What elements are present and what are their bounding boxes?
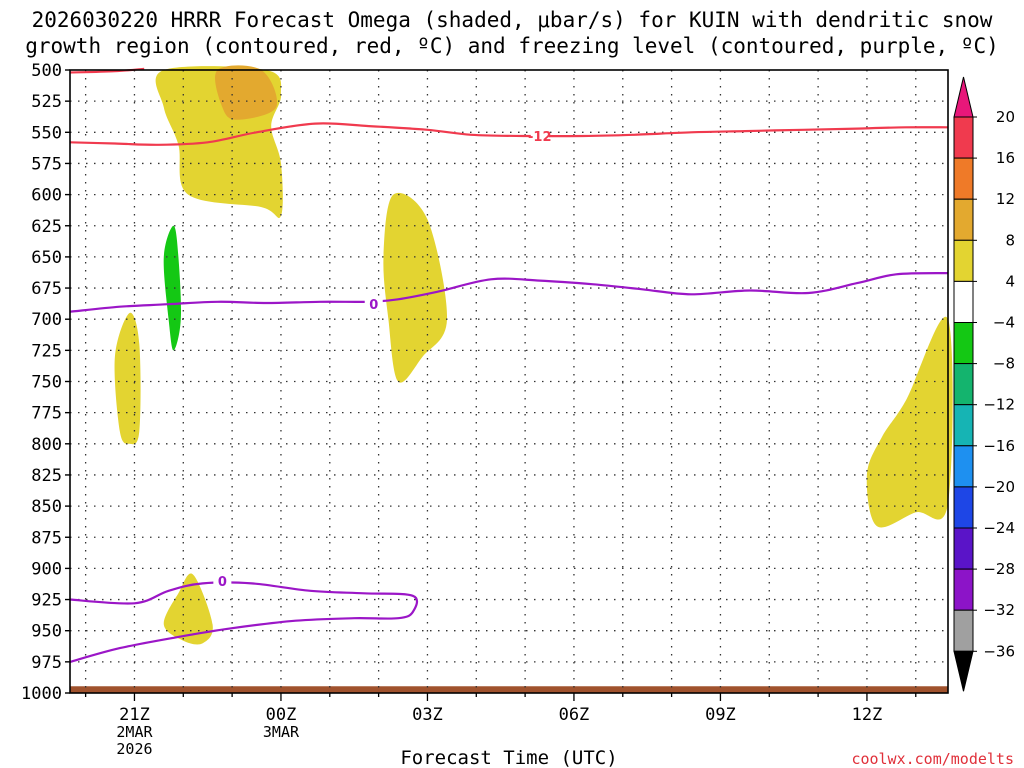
y-tick-label-900: 900 [31, 559, 62, 579]
colorbar-swatch-13 [953, 609, 974, 652]
contour-label-4: 0 [218, 575, 227, 590]
y-tick-label-625: 625 [31, 217, 62, 237]
y-tick-label-575: 575 [31, 154, 62, 174]
colorbar-label-14: −36 [983, 642, 1015, 660]
colorbar-swatch-10 [953, 486, 974, 529]
x-tick-label-09Z: 09Z [705, 705, 736, 725]
colorbar-label-7: −8 [993, 355, 1015, 373]
omega-shading-layer [114, 65, 953, 645]
colorbar-label-5: 4 [1005, 272, 1015, 290]
y-tick-label-925: 925 [31, 591, 62, 611]
colorbar-label-13: −32 [983, 601, 1015, 619]
x-tick-year-21Z: 2026 [116, 740, 152, 758]
colorbar-label-2: 16 [996, 149, 1015, 167]
x-tick-label-21Z: 21Z [119, 705, 150, 725]
contour-line-3 [69, 272, 949, 313]
y-tick-label-550: 550 [31, 123, 62, 143]
colorbar-swatch-8 [953, 404, 974, 447]
colorbar-swatch-11 [953, 527, 974, 570]
y-tick-label-650: 650 [31, 248, 62, 268]
omega-region-6 [866, 316, 953, 528]
colorbar-label-4: 8 [1005, 231, 1015, 249]
colorbar-label-10: −20 [983, 478, 1015, 496]
contour-label-1: -12 [528, 130, 552, 145]
colorbar-label-1: 20 [996, 108, 1015, 126]
x-tick-date-00Z: 3MAR [263, 723, 300, 741]
x-tick-label-12Z: 12Z [852, 705, 883, 725]
colorbar-label-12: −28 [983, 560, 1015, 578]
colorbar-swatch-5 [953, 280, 974, 323]
y-tick-label-750: 750 [31, 373, 62, 393]
colorbar-label-9: −16 [983, 437, 1015, 455]
colorbar-label-6: −4 [993, 314, 1015, 332]
y-tick-label-875: 875 [31, 528, 62, 548]
terrain-surface [70, 686, 948, 693]
colorbar-label-11: −24 [983, 519, 1015, 537]
colorbar-bottom-arrow [953, 650, 974, 692]
omega-region-2 [215, 65, 278, 120]
colorbar-swatch-7 [953, 363, 974, 406]
colorbar-swatch-12 [953, 568, 974, 611]
colorbar-swatch-9 [953, 445, 974, 488]
y-tick-label-1000: 1000 [21, 684, 62, 704]
terrain-layer [70, 686, 948, 693]
x-tick-label-00Z: 00Z [266, 705, 297, 725]
colorbar: 20 16 12 8 4 −4 −8 −12 −16 −20 −24 −28 −32 −36 [953, 76, 1015, 692]
axes-layer: 500 525 550 575 600 625 650 675 700 725 750 775 800 8… [21, 61, 949, 758]
contour-line-4 [69, 581, 419, 663]
y-tick-label-725: 725 [31, 341, 62, 361]
omega-region-5 [163, 573, 213, 645]
colorbar-swatch-4 [953, 239, 974, 282]
y-tick-label-525: 525 [31, 92, 62, 112]
colorbar-swatch-3 [953, 198, 974, 241]
y-tick-label-500: 500 [31, 61, 62, 81]
y-tick-label-800: 800 [31, 435, 62, 455]
omega-region-7 [163, 225, 182, 351]
x-tick-label-06Z: 06Z [559, 705, 590, 725]
x-tick-label-03Z: 03Z [412, 705, 443, 725]
colorbar-swatch-2 [953, 157, 974, 200]
contour-line-1 [69, 122, 949, 146]
contour-label-3: 0 [369, 298, 378, 313]
chart-title-line1: 2026030220 HRRR Forecast Omega (shaded, … [32, 8, 993, 32]
colorbar-swatch-6 [953, 322, 974, 365]
colorbar-label-8: −12 [983, 396, 1015, 414]
y-tick-label-825: 825 [31, 466, 62, 486]
contour-label-bg-3 [364, 296, 383, 312]
x-axis-label: Forecast Time (UTC) [400, 747, 617, 768]
contour-label-bg-1 [530, 128, 549, 144]
y-tick-label-700: 700 [31, 310, 62, 330]
y-tick-label-600: 600 [31, 186, 62, 206]
colorbar-label-3: 12 [996, 190, 1015, 208]
chart-title-line2: growth region (contoured, red, ºC) and f… [25, 34, 999, 58]
y-tick-label-775: 775 [31, 404, 62, 424]
colorbar-top-arrow [953, 76, 974, 118]
x-tick-date-21Z: 2MAR [116, 723, 153, 741]
omega-region-4 [114, 312, 141, 445]
y-tick-label-850: 850 [31, 497, 62, 517]
colorbar-swatch-1 [953, 116, 974, 159]
y-tick-label-675: 675 [31, 279, 62, 299]
contour-label-bg-4 [213, 572, 232, 588]
y-tick-label-950: 950 [31, 622, 62, 642]
y-tick-label-975: 975 [31, 653, 62, 673]
credit-link[interactable]: coolwx.com/modelts [851, 750, 1014, 768]
contour-layer: -12 0 0 [69, 67, 949, 663]
